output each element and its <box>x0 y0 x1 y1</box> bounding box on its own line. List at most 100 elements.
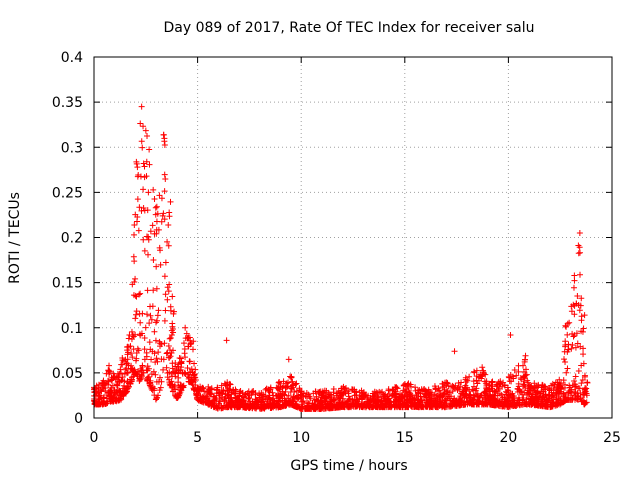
data-point <box>366 402 373 409</box>
data-point <box>278 392 285 399</box>
data-point <box>564 331 571 338</box>
data-point <box>470 400 477 407</box>
data-point <box>234 397 241 404</box>
y-tick-label: 0.35 <box>52 95 83 111</box>
data-point-peak <box>141 163 148 170</box>
data-point-peak <box>165 222 172 229</box>
data-point <box>130 333 137 340</box>
data-point <box>137 319 144 326</box>
data-point <box>327 401 334 408</box>
data-point <box>142 324 149 331</box>
data-point <box>511 366 518 373</box>
data-point <box>245 395 252 402</box>
data-point <box>535 401 542 408</box>
data-point-peak <box>569 330 576 337</box>
data-point-peak <box>138 207 145 214</box>
data-point-peak <box>506 378 513 385</box>
data-point <box>521 381 528 388</box>
data-point <box>531 380 538 387</box>
data-point <box>481 391 488 398</box>
data-point <box>507 401 514 408</box>
data-point <box>525 395 532 402</box>
data-point <box>570 333 577 340</box>
data-point <box>564 365 571 372</box>
data-point <box>274 397 281 404</box>
y-tick-label: 0.3 <box>61 140 83 156</box>
data-point <box>469 386 476 393</box>
data-point-peak <box>527 387 534 394</box>
data-point <box>160 210 167 217</box>
data-point <box>117 393 124 400</box>
data-point-peak <box>189 346 196 353</box>
data-point <box>154 317 161 324</box>
data-point-peak <box>562 322 569 329</box>
data-point <box>121 387 128 394</box>
data-point <box>449 402 456 409</box>
data-point-peak <box>478 373 485 380</box>
data-point <box>194 395 201 402</box>
data-point-peak <box>157 247 164 254</box>
data-point <box>111 390 118 397</box>
x-axis-label: GPS time / hours <box>290 458 407 474</box>
data-point <box>178 387 185 394</box>
data-point <box>504 403 511 410</box>
data-point-peak <box>147 228 154 235</box>
data-point-peak <box>118 361 125 368</box>
data-point <box>404 403 411 410</box>
data-point <box>104 400 111 407</box>
data-point <box>392 388 399 395</box>
data-point-peak <box>100 380 107 387</box>
data-point <box>155 307 162 314</box>
data-point <box>151 328 158 335</box>
data-point <box>124 369 131 376</box>
data-point <box>291 402 298 409</box>
data-point <box>144 287 151 294</box>
data-point <box>218 382 225 389</box>
data-point-peak <box>149 222 156 229</box>
data-point <box>141 247 148 254</box>
data-point <box>143 349 150 356</box>
data-point <box>134 196 141 203</box>
data-point <box>521 358 528 365</box>
data-point <box>284 383 291 390</box>
y-tick-label: 0.15 <box>52 276 83 292</box>
data-point <box>313 393 320 400</box>
data-point <box>208 401 215 408</box>
data-point-peak <box>464 377 471 384</box>
data-point-peak <box>150 256 157 263</box>
data-point <box>153 285 160 292</box>
data-point <box>451 384 458 391</box>
data-point <box>170 326 177 333</box>
data-point <box>211 394 218 401</box>
data-point <box>387 399 394 406</box>
data-point <box>136 204 143 211</box>
data-point <box>536 394 543 401</box>
data-point <box>458 401 465 408</box>
data-point <box>385 387 392 394</box>
data-point <box>116 370 123 377</box>
data-point <box>417 393 424 400</box>
data-point <box>443 403 450 410</box>
data-point <box>121 382 128 389</box>
data-point <box>285 379 292 386</box>
data-point <box>535 389 542 396</box>
data-point-peak <box>579 328 586 335</box>
data-point <box>497 403 504 410</box>
data-point <box>165 288 172 295</box>
data-point-peak <box>523 371 530 378</box>
data-point <box>353 402 360 409</box>
data-point <box>174 393 181 400</box>
data-point <box>492 402 499 409</box>
data-point <box>94 401 101 408</box>
data-point <box>555 400 562 407</box>
data-point-peak <box>575 242 582 249</box>
data-point <box>388 393 395 400</box>
x-axis-ticks: 0 5 10 15 20 25 <box>90 57 621 446</box>
data-point <box>161 188 168 195</box>
data-point-peak <box>167 198 174 205</box>
data-point <box>268 404 275 411</box>
data-point-peak <box>178 358 185 365</box>
data-point <box>136 331 143 338</box>
data-point <box>192 377 199 384</box>
